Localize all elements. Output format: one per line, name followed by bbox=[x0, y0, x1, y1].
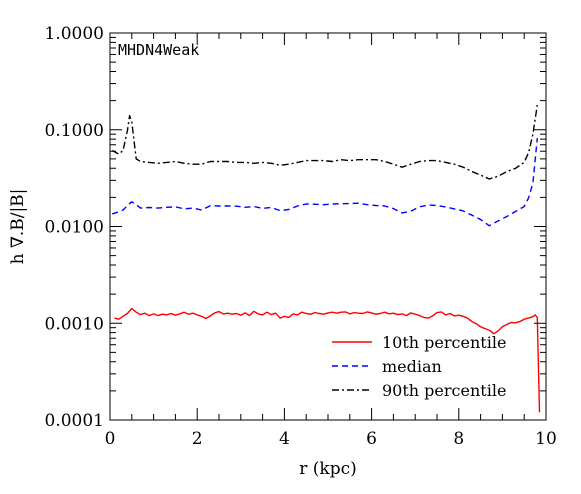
x-axis-label: r (kpc) bbox=[299, 459, 357, 479]
x-tick-label: 4 bbox=[279, 429, 290, 449]
y-tick-label: 0.0001 bbox=[45, 411, 104, 431]
x-tick-label: 2 bbox=[192, 429, 203, 449]
tick-labels: 0 2 4 6 8 10 0.0001 0.0010 0.0100 0.1000 1.0000 bbox=[45, 24, 557, 449]
x-tick-label: 6 bbox=[366, 429, 377, 449]
y-axis-label: h ∇.B/|B| bbox=[8, 189, 28, 265]
legend: 10th percentile median 90th percentile bbox=[332, 333, 506, 400]
y-tick-label: 0.0100 bbox=[45, 218, 104, 238]
ticks-layer bbox=[109, 32, 547, 421]
x-tick-label: 8 bbox=[453, 429, 464, 449]
series-line-1 bbox=[114, 307, 541, 413]
panel-title: MHDN4Weak bbox=[118, 41, 199, 59]
y-tick-label: 0.1000 bbox=[45, 121, 104, 141]
series-line-2 bbox=[111, 138, 538, 227]
series-layer bbox=[111, 104, 541, 413]
y-tick-label: 1.0000 bbox=[45, 24, 104, 44]
legend-label-3: 90th percentile bbox=[382, 381, 506, 400]
legend-label-1: 10th percentile bbox=[382, 333, 506, 352]
x-tick-label: 0 bbox=[105, 429, 116, 449]
legend-label-2: median bbox=[382, 357, 442, 376]
y-tick-label: 0.0010 bbox=[45, 314, 104, 334]
series-line-3 bbox=[111, 104, 538, 180]
x-tick-label: 10 bbox=[535, 429, 557, 449]
